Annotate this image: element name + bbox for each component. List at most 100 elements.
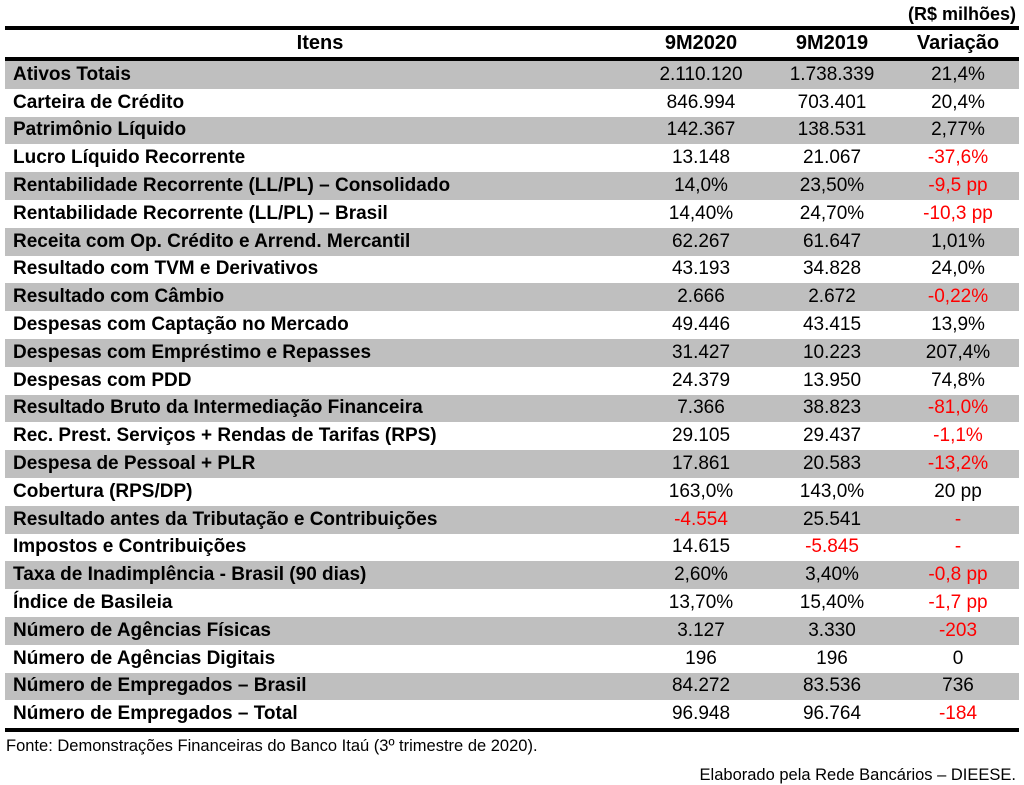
value-cell-9m2020: 7.366 [635,394,767,423]
item-label-cell: Número de Agências Físicas [5,616,635,645]
item-label-cell: Número de Agências Digitais [13,647,276,669]
value-cell-variacao: 20,4% [931,91,985,113]
column-header-variacao: Variação [916,32,1000,54]
table-row: Despesas com PDD 24.379 13.950 74,8% [5,367,1019,395]
value-cell-9m2019: 3,40% [767,561,897,590]
table-row: Resultado com TVM e Derivativos 43.193 34.… [5,256,1019,284]
value-cell-variacao: -10,3 pp [923,202,993,224]
value-cell-variacao: -13,2% [897,450,1019,478]
value-cell-9m2019: 43.415 [802,314,862,336]
table-row: Lucro Líquido Recorrente 13.148 21.067 -37,… [5,144,1019,172]
header-row: Itens 9M2020 9M2019 Variação [5,28,1019,59]
value-cell-variacao: 207,4% [897,338,1019,367]
value-cell-9m2020: 14.615 [671,536,731,558]
value-cell-variacao: -37,6% [927,147,989,169]
item-label-cell: Carteira de Crédito [13,91,185,113]
value-cell-9m2019: 83.536 [767,672,897,701]
table-row: Número de Empregados – Total 96.948 96.764… [5,700,1019,730]
table-row: Carteira de Crédito 846.994 703.401 20,4% [5,89,1019,117]
value-cell-variacao: - [954,536,962,558]
table-row: Cobertura (RPS/DP) 163,0% 143,0% 20 pp [5,478,1019,506]
value-cell-9m2019: 138.531 [767,116,897,145]
value-cell-9m2019: 38.823 [767,394,897,423]
column-header-9m2020: 9M2020 [664,32,738,54]
value-cell-9m2019: -5.845 [805,536,859,558]
value-cell-9m2019: 23,50% [767,172,897,200]
item-label-cell: Rentabilidade Recorrente (LL/PL) – Conso… [5,172,635,200]
value-cell-variacao: 20 pp [934,480,982,502]
item-label-cell: Resultado antes da Tributação e Contribu… [5,505,635,534]
item-label-cell: Rentabilidade Recorrente (LL/PL) – Brasi… [13,202,388,224]
value-cell-variacao: 13,9% [931,314,985,336]
value-cell-9m2020: -4.554 [635,505,767,534]
value-cell-variacao: 1,01% [897,227,1019,256]
value-cell-9m2019: 34.828 [802,258,862,280]
value-cell-9m2020: 846.994 [666,91,736,113]
value-cell-9m2020: 196 [685,647,717,669]
table-row: Ativos Totais 2.110.120 1.738.339 21,4% [5,59,1019,89]
item-label-cell: Ativos Totais [5,59,635,89]
units-label: (R$ milhões) [907,4,1016,24]
value-cell-9m2020: 14,40% [668,202,734,224]
value-cell-9m2020: 13,70% [668,592,734,614]
item-label-cell: Despesa de Pessoal + PLR [5,450,635,478]
value-cell-variacao: - [897,505,1019,534]
value-cell-9m2019: 196 [816,647,848,669]
value-cell-9m2019: 15,40% [799,592,865,614]
value-cell-9m2020: 84.272 [635,672,767,701]
value-cell-9m2019: 29.437 [802,425,862,447]
value-cell-9m2019: 10.223 [767,338,897,367]
item-label-cell: Número de Empregados – Brasil [5,672,635,701]
value-cell-9m2019: 3.330 [767,616,897,645]
table-row: Número de Empregados – Brasil 84.272 83.53… [5,672,1019,701]
value-cell-9m2019: 143,0% [799,480,865,502]
value-cell-9m2020: 96.948 [671,703,731,725]
value-cell-9m2020: 29.105 [671,425,731,447]
value-cell-variacao: -0,8 pp [897,561,1019,590]
value-cell-9m2020: 62.267 [635,227,767,256]
value-cell-9m2019: 20.583 [767,450,897,478]
table-row: Resultado com Câmbio 2.666 2.672 -0,22% [5,283,1019,312]
value-cell-9m2020: 31.427 [635,338,767,367]
value-cell-9m2019: 21.067 [802,147,862,169]
item-label-cell: Resultado Bruto da Intermediação Finance… [5,394,635,423]
value-cell-variacao: -81,0% [897,394,1019,423]
value-cell-variacao: 21,4% [897,59,1019,89]
value-cell-variacao: 2,77% [897,116,1019,145]
value-cell-variacao: -203 [897,616,1019,645]
table-row: Número de Agências Físicas 3.127 3.330 -203 [5,616,1019,645]
financial-table: Itens 9M2020 9M2019 Variação Ativos Tota… [5,26,1019,732]
column-header-9m2019: 9M2019 [795,32,869,54]
item-label-cell: Número de Empregados – Total [13,703,298,725]
item-label-cell: Receita com Op. Crédito e Arrend. Mercan… [5,227,635,256]
value-cell-9m2020: 142.367 [635,116,767,145]
table-row: Rentabilidade Recorrente (LL/PL) – Conso… [5,172,1019,200]
value-cell-9m2019: 61.647 [767,227,897,256]
column-header-itens: Itens [296,32,344,54]
value-cell-9m2019: 25.541 [767,505,897,534]
footer-credit: Elaborado pela Rede Bancários – DIEESE. [699,766,1016,785]
value-cell-9m2020: 43.193 [671,258,731,280]
value-cell-9m2020: 14,0% [635,172,767,200]
table-row: Rentabilidade Recorrente (LL/PL) – Brasi… [5,200,1019,228]
table-row: Despesa de Pessoal + PLR 17.861 20.583 -13,… [5,450,1019,478]
table-row: Impostos e Contribuições 14.615 -5.845 - [5,534,1019,562]
table-header: Itens 9M2020 9M2019 Variação [5,28,1019,59]
item-label-cell: Despesas com Empréstimo e Repasses [5,338,635,367]
value-cell-9m2019: 96.764 [802,703,862,725]
value-cell-variacao: 736 [897,672,1019,701]
value-cell-9m2020: 24.379 [671,369,731,391]
item-label-cell: Resultado com Câmbio [5,283,635,312]
table-row: Número de Agências Digitais 196 196 0 [5,645,1019,673]
value-cell-9m2020: 163,0% [668,480,734,502]
item-label-cell: Índice de Basileia [13,592,173,614]
value-cell-9m2019: 2.672 [767,283,897,312]
item-label-cell: Impostos e Contribuições [13,536,247,558]
value-cell-9m2019: 703.401 [797,91,867,113]
value-cell-variacao: -0,22% [897,283,1019,312]
item-label-cell: Taxa de Inadimplência - Brasil (90 dias) [5,561,635,590]
item-label-cell: Despesas com PDD [13,369,192,391]
table-row: Resultado antes da Tributação e Contribu… [5,505,1019,534]
value-cell-9m2020: 2.110.120 [635,59,767,89]
table-row: Resultado Bruto da Intermediação Finance… [5,394,1019,423]
